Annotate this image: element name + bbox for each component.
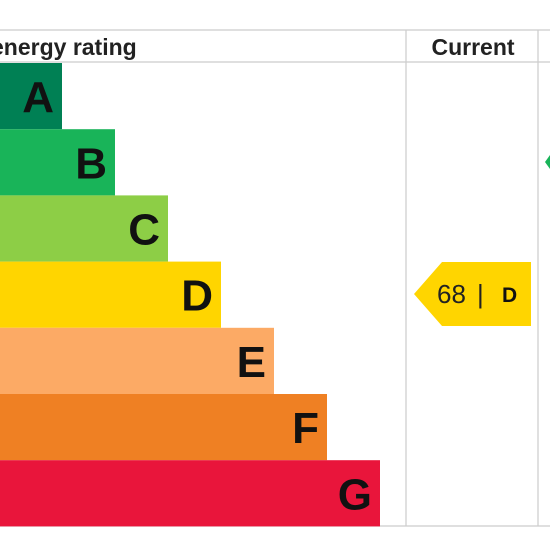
band-d-bar — [0, 261, 221, 328]
band-g-label: G — [338, 470, 372, 519]
band-f-label: F — [292, 404, 319, 453]
current-score-marker: 68 | D — [414, 262, 531, 326]
current-score-letter: D — [502, 284, 517, 307]
band-c-label: C — [128, 206, 160, 255]
band-e-bar — [0, 327, 274, 394]
current-score-arrow — [414, 262, 531, 326]
band-b-label: B — [75, 139, 107, 188]
band-e-label: E — [237, 338, 266, 387]
current-score-separator: | — [477, 279, 484, 309]
energy-rating-header: energy rating — [0, 34, 137, 60]
band-g-bar — [0, 460, 380, 527]
band-b-bar — [0, 129, 115, 196]
potential-score-arrow — [545, 155, 550, 169]
current-score-value: 68 — [437, 279, 466, 309]
band-a-label: A — [22, 73, 54, 122]
current-column-header: Current — [431, 34, 514, 60]
band-d-label: D — [181, 272, 213, 321]
band-c-bar — [0, 195, 168, 262]
band-f-bar — [0, 394, 327, 461]
band-a-bar — [0, 63, 62, 130]
